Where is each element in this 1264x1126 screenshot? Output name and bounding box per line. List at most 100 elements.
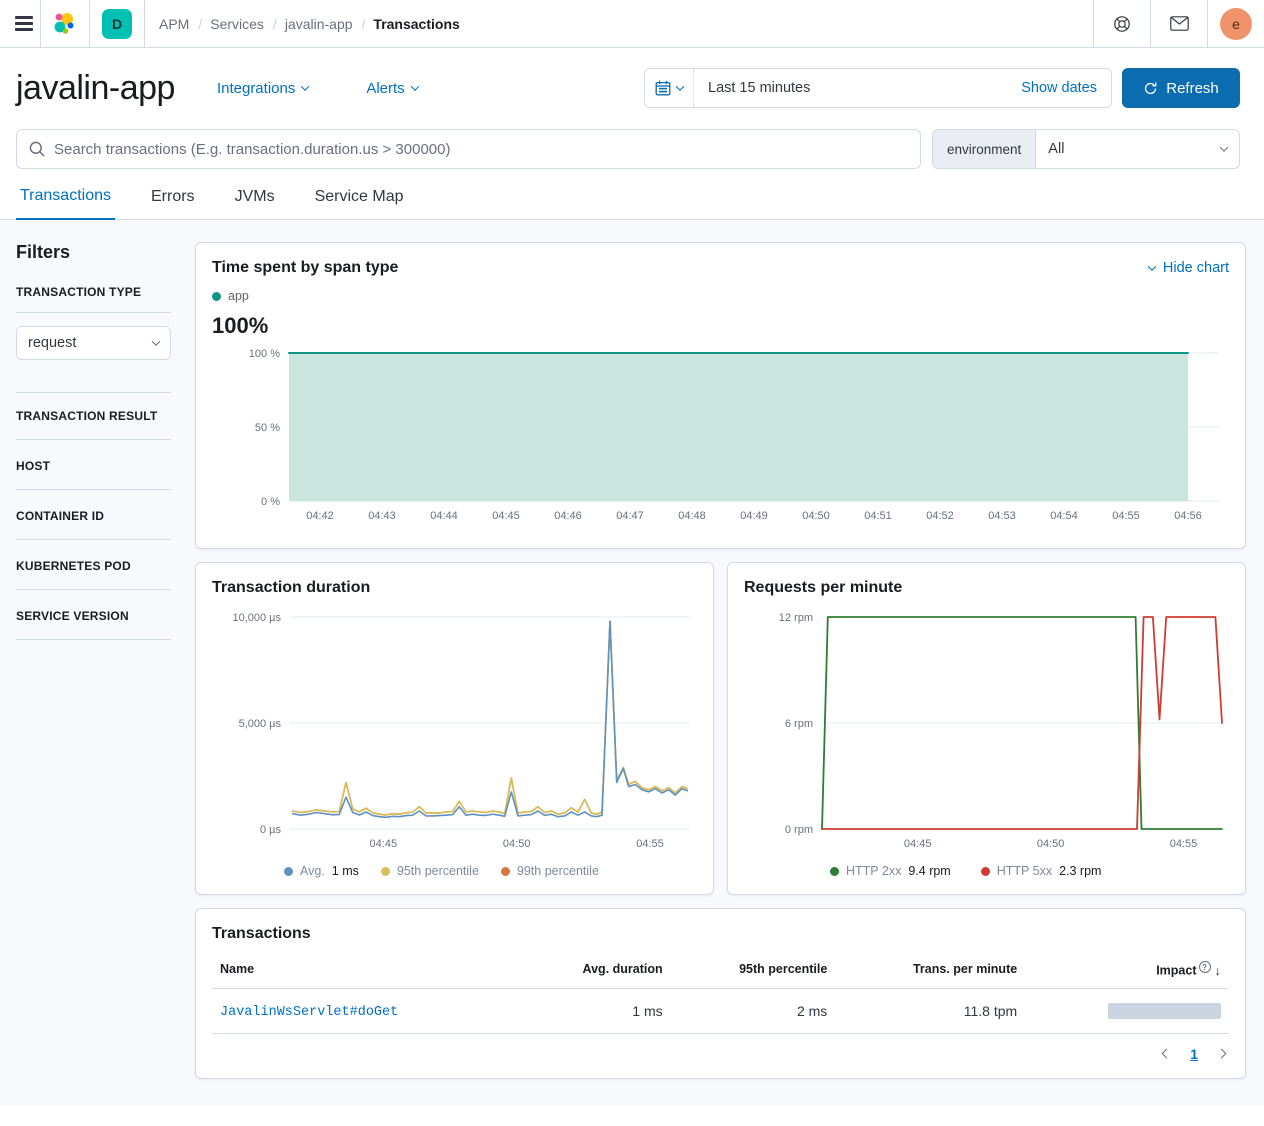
table-row: JavalinWsServlet#doGet 1 ms 2 ms 11.8 tp… [212,988,1229,1034]
tab-service-map[interactable]: Service Map [311,187,408,219]
alerts-label: Alerts [366,79,405,97]
hide-chart-button[interactable]: Hide chart [1147,260,1229,276]
p95-value: 2 ms [670,988,836,1034]
show-dates-button[interactable]: Show dates [1021,80,1111,96]
legend-app[interactable]: app [212,289,249,303]
svg-text:04:50: 04:50 [802,510,830,522]
tab-jvms[interactable]: JVMs [231,187,279,219]
http5xx-legend-dot [980,866,990,876]
help-button[interactable] [1106,8,1138,40]
calendar-icon [655,80,671,96]
svg-text:04:47: 04:47 [616,510,644,522]
col-trans-per-minute[interactable]: Trans. per minute [835,951,1026,989]
menu-hamburger-button[interactable] [8,8,40,40]
time-range-value[interactable]: Last 15 minutes [708,80,811,96]
search-box [16,129,921,169]
breadcrumb: APM Services javalin-app Transactions [145,16,464,32]
svg-text:04:49: 04:49 [740,510,768,522]
transaction-duration-title: Transaction duration [212,579,371,596]
transaction-duration-card: Transaction duration 10,000 µs 5,000 µs 0 … [195,562,714,895]
requests-per-minute-chart[interactable]: 12 rpm 6 rpm 0 rpm 04:45 04:50 04:55 [744,605,1229,857]
space-badge[interactable]: D [102,8,132,39]
refresh-icon [1145,82,1157,94]
transaction-link[interactable]: JavalinWsServlet#doGet [220,1004,399,1020]
filter-section-service-version[interactable]: SERVICE VERSION [16,606,171,640]
refresh-button[interactable]: Refresh [1122,68,1240,108]
divider [1150,0,1151,47]
time-spent-chart[interactable]: 100 % 50 % 0 % 04:42 04:43 04:44 04:45 04:46 04:… [212,345,1224,529]
divider [89,0,90,47]
search-icon [29,141,45,157]
legend-avg[interactable]: Avg. 1 ms [284,864,359,878]
svg-text:04:56: 04:56 [1174,510,1202,522]
transactions-table-title: Transactions [212,925,311,942]
svg-text:6 rpm: 6 rpm [785,718,813,730]
filter-section-transaction-result[interactable]: TRANSACTION RESULT [16,406,171,440]
divider [40,0,41,47]
filter-section-kubernetes-pod[interactable]: KUBERNETES POD [16,556,171,590]
breadcrumb-apm[interactable]: APM [155,16,206,32]
next-page-button[interactable] [1216,1048,1227,1059]
http5xx-legend-value: 2.3 rpm [1059,864,1102,878]
previous-page-button[interactable] [1161,1048,1172,1059]
breadcrumb-service[interactable]: javalin-app [281,16,370,32]
svg-text:0 %: 0 % [261,496,280,508]
breadcrumb-services[interactable]: Services [206,16,281,32]
transaction-duration-chart[interactable]: 10,000 µs 5,000 µs 0 µs 04:45 04:50 04:55 [212,605,697,857]
transaction-type-value: request [28,335,77,351]
user-avatar[interactable]: e [1220,7,1252,40]
alerts-menu-button[interactable]: Alerts [366,79,419,97]
chevron-down-icon [301,82,310,91]
svg-text:04:54: 04:54 [1050,510,1078,522]
legend-p99[interactable]: 99th percentile [500,864,599,878]
filter-section-host[interactable]: HOST [16,456,171,490]
date-picker: Last 15 minutes Show dates [644,68,1112,108]
chevron-down-icon [151,337,161,346]
impact-bar-fill [1108,1002,1221,1019]
main-column: Time spent by span type Hide chart app 1… [195,242,1246,1098]
col-impact[interactable]: Impact? ↓ [1025,951,1229,989]
http2xx-legend-value: 9.4 rpm [908,864,951,878]
transaction-type-label: TRANSACTION TYPE [16,285,142,299]
divider [144,0,145,47]
p95-legend-label: 95th percentile [396,864,479,878]
environment-label: environment [933,130,1037,168]
tab-errors[interactable]: Errors [147,187,199,219]
tab-transactions[interactable]: Transactions [16,187,115,220]
help-icon [1114,15,1130,32]
environment-select[interactable]: All [1036,130,1239,168]
http2xx-legend-dot [830,866,839,876]
filter-section-container-id[interactable]: CONTAINER ID [16,506,171,540]
calendar-menu-button[interactable] [645,69,694,107]
svg-text:04:44: 04:44 [430,510,458,522]
svg-text:04:48: 04:48 [678,510,706,522]
col-95th-percentile[interactable]: 95th percentile [670,951,836,989]
sort-desc-icon: ↓ [1214,962,1222,978]
p95-legend-dot [380,866,390,876]
elastic-logo-icon [54,12,74,34]
svg-text:04:50: 04:50 [1037,838,1065,850]
impact-header-label: Impact [1156,963,1197,978]
transaction-type-select[interactable]: request [16,326,171,360]
app-legend-dot [212,291,221,301]
newsfeed-button[interactable] [1163,8,1195,40]
svg-text:50 %: 50 % [255,422,280,434]
integrations-menu-button[interactable]: Integrations [217,80,310,97]
search-input[interactable] [54,140,908,158]
svg-text:04:45: 04:45 [370,838,398,850]
time-spent-card: Time spent by span type Hide chart app 1… [195,242,1246,549]
legend-p95[interactable]: 95th percentile [380,864,479,878]
legend-http2xx[interactable]: HTTP 2xx 9.4 rpm [830,864,951,878]
elastic-logo[interactable] [41,0,89,47]
col-avg-duration[interactable]: Avg. duration [518,951,671,989]
span-percent-value: 100% [212,313,269,338]
environment-value: All [1048,141,1065,157]
breadcrumb-current: Transactions [373,15,460,32]
col-name[interactable]: Name [212,951,519,989]
svg-text:04:50: 04:50 [503,838,531,850]
svg-text:04:52: 04:52 [926,510,954,522]
requests-per-minute-title: Requests per minute [744,579,903,596]
legend-http5xx[interactable]: HTTP 5xx 2.3 rpm [980,864,1102,878]
svg-text:100 %: 100 % [249,348,280,360]
page-number[interactable]: 1 [1190,1045,1198,1062]
